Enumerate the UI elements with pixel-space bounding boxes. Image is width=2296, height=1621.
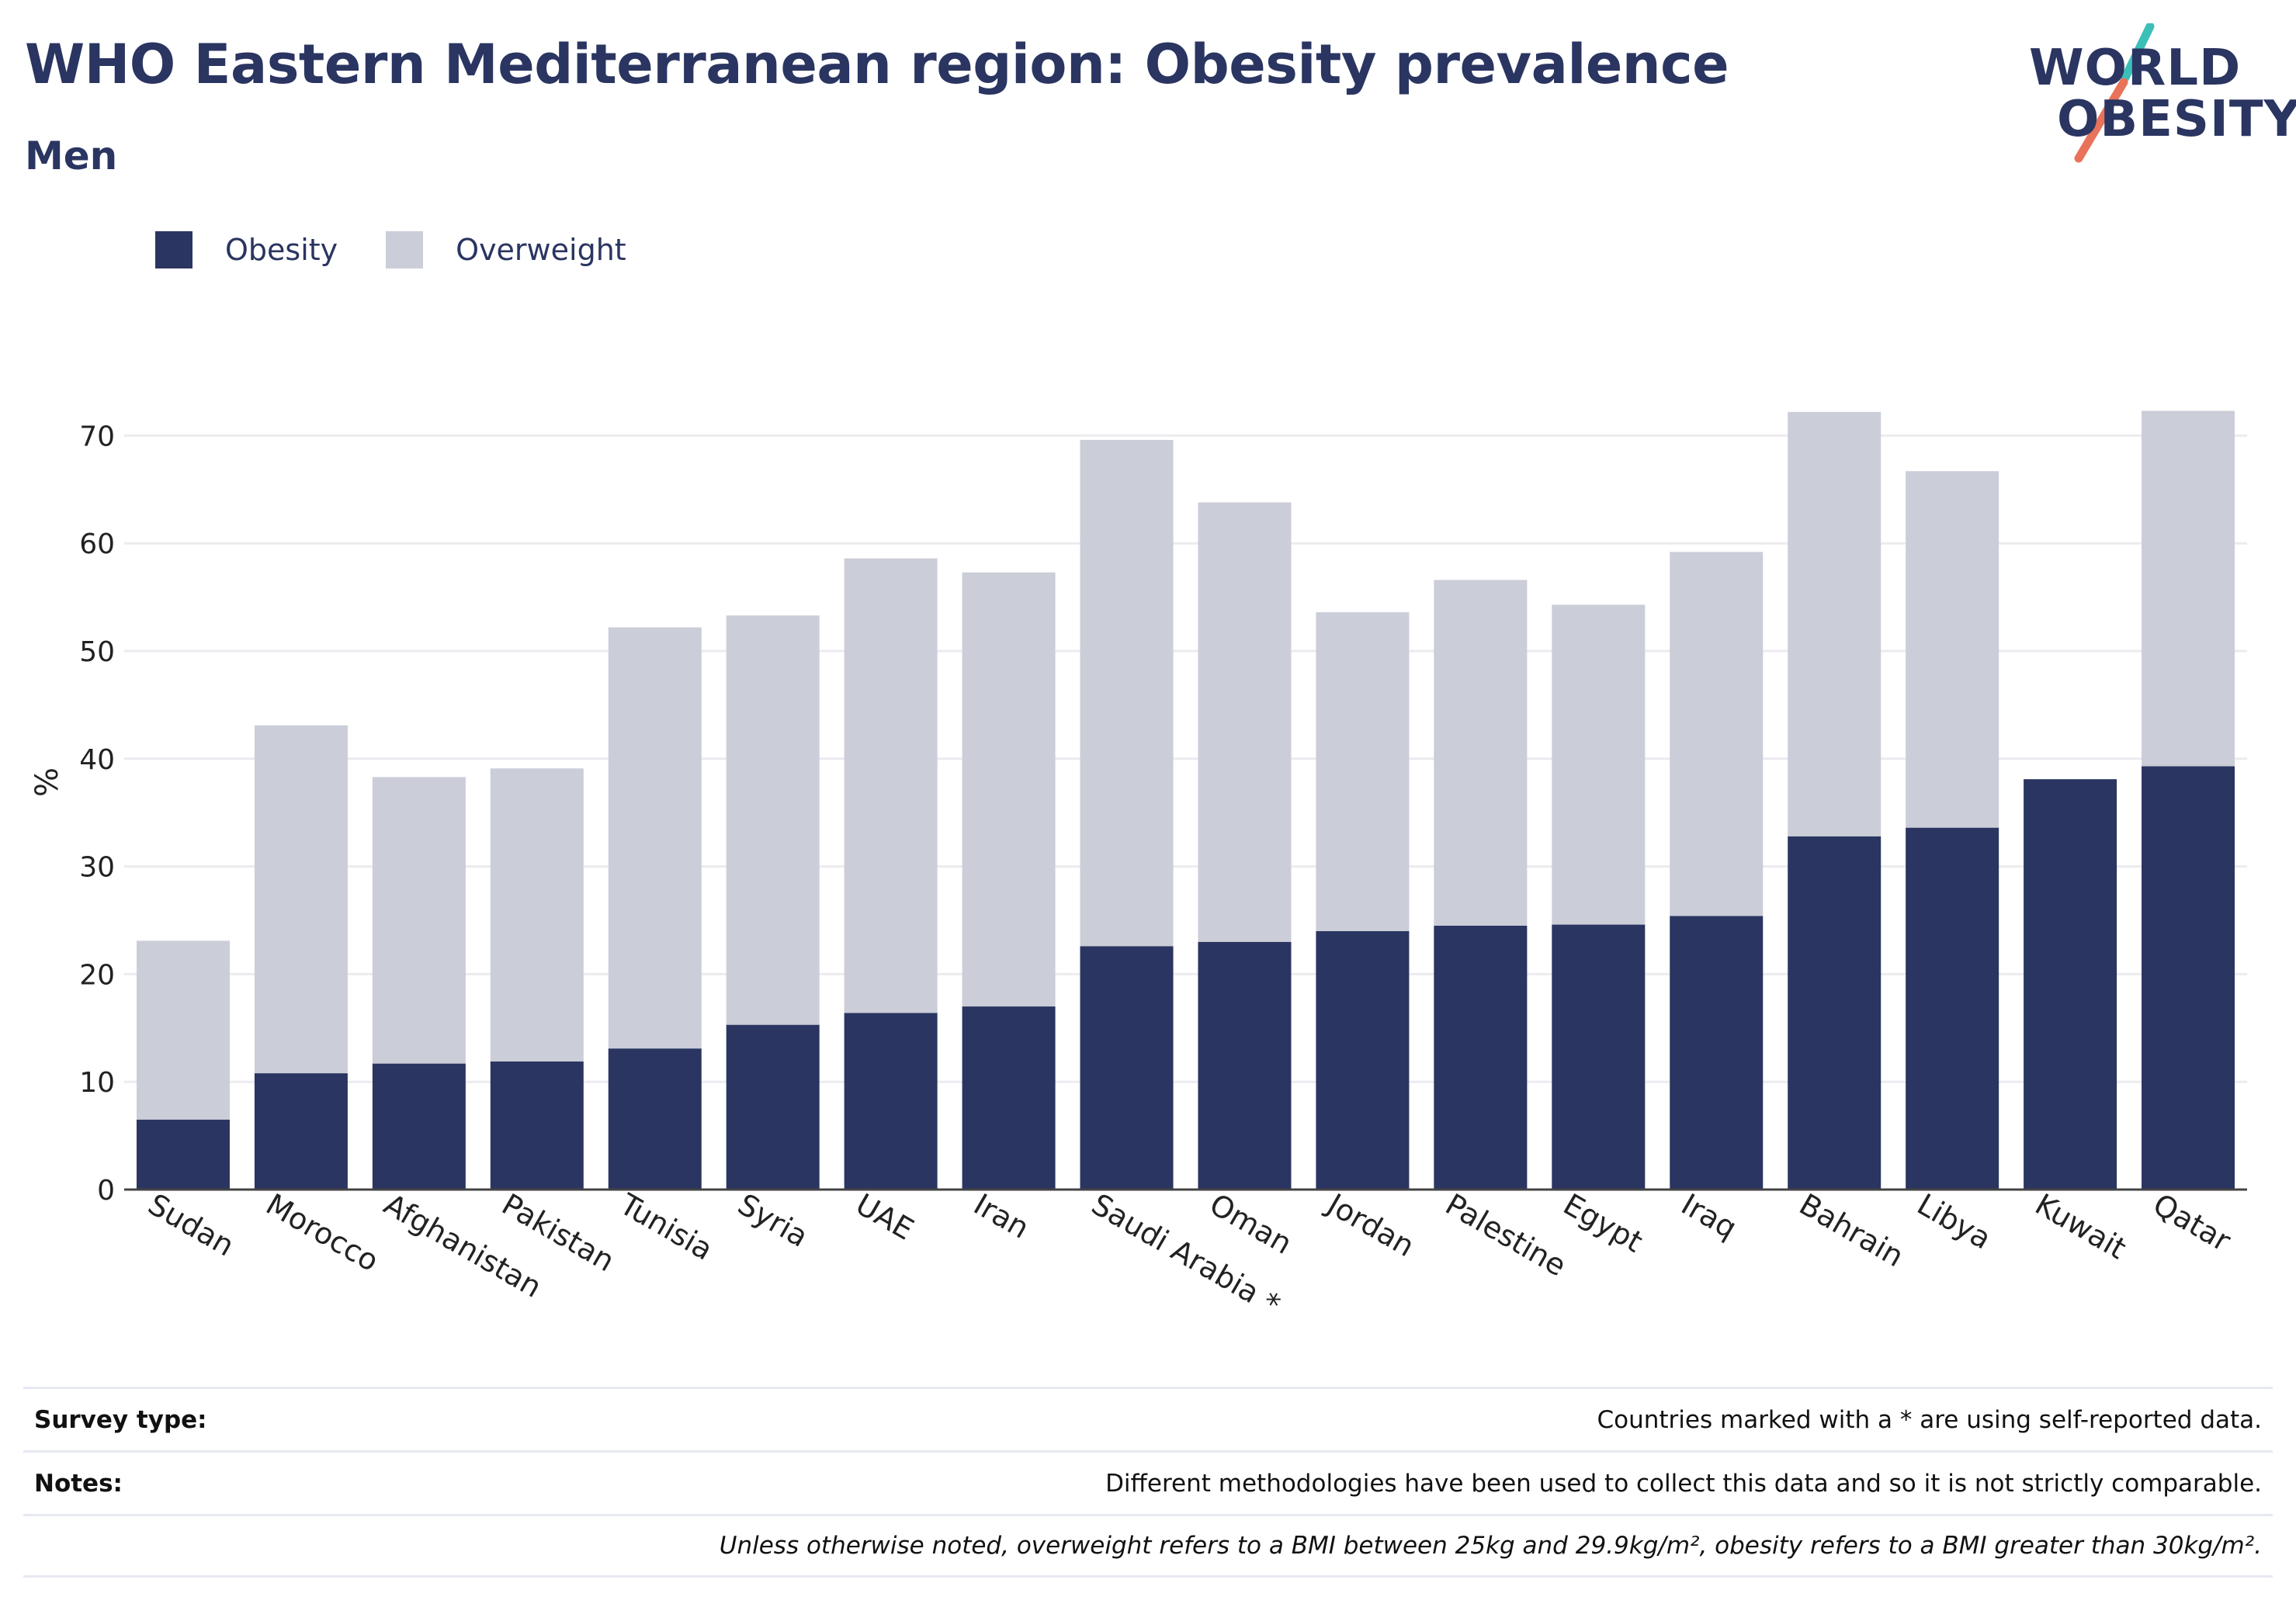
x-tick-label-11: Palestine bbox=[1440, 1187, 1572, 1283]
bar-obesity-1 bbox=[254, 1073, 348, 1190]
bar-overweight-17 bbox=[2142, 410, 2235, 767]
bar-obesity-17 bbox=[2142, 766, 2235, 1190]
survey-type-text: Countries marked with a * are using self… bbox=[1597, 1405, 2263, 1434]
bar-obesity-16 bbox=[2024, 779, 2117, 1190]
x-tick-label-10: Jordan bbox=[1320, 1186, 1420, 1264]
logo-word-world: WORLD bbox=[2029, 40, 2242, 97]
y-tick-label-70: 70 bbox=[79, 421, 115, 452]
y-tick-label-30: 30 bbox=[79, 852, 115, 884]
x-tick-label-16: Kuwait bbox=[2030, 1187, 2132, 1266]
bar-overweight-7 bbox=[962, 572, 1056, 1007]
bar-obesity-5 bbox=[726, 1024, 820, 1190]
bar-obesity-2 bbox=[372, 1063, 466, 1190]
chart-legend: Obesity Overweight bbox=[155, 231, 675, 268]
bar-overweight-14 bbox=[1788, 411, 1882, 836]
x-tick-label-14: Bahrain bbox=[1794, 1187, 1909, 1274]
legend-item-overweight: Overweight bbox=[386, 231, 626, 268]
bar-obesity-4 bbox=[608, 1048, 702, 1190]
x-tick-label-15: Libya bbox=[1912, 1187, 1997, 1256]
bar-overweight-4 bbox=[608, 627, 702, 1049]
bmi-definition-text: Unless otherwise noted, overweight refer… bbox=[719, 1532, 2262, 1560]
bar-overweight-12 bbox=[1552, 604, 1646, 925]
bar-overweight-15 bbox=[1906, 471, 1999, 828]
x-tick-label-0: Sudan bbox=[142, 1187, 240, 1263]
bar-obesity-0 bbox=[136, 1119, 230, 1190]
survey-type-label: Survey type: bbox=[34, 1405, 207, 1434]
bar-obesity-8 bbox=[1080, 946, 1174, 1190]
world-obesity-logo: WORLD OBESITY bbox=[2026, 23, 2296, 163]
x-tick-label-7: Iran bbox=[968, 1187, 1035, 1245]
bar-overweight-2 bbox=[372, 777, 466, 1064]
x-tick-label-13: Iraq bbox=[1676, 1187, 1743, 1245]
bar-obesity-13 bbox=[1670, 916, 1764, 1190]
bar-overweight-10 bbox=[1316, 612, 1410, 931]
bar-obesity-15 bbox=[1906, 827, 1999, 1190]
y-tick-label-0: 0 bbox=[97, 1175, 115, 1207]
bar-overweight-11 bbox=[1434, 580, 1528, 926]
x-tick-label-5: Syria bbox=[732, 1187, 813, 1254]
bar-overweight-8 bbox=[1080, 439, 1174, 947]
y-tick-label-40: 40 bbox=[79, 744, 115, 776]
bar-overweight-9 bbox=[1198, 502, 1292, 942]
y-tick-label-50: 50 bbox=[79, 636, 115, 668]
bar-overweight-6 bbox=[844, 558, 938, 1013]
notes-text: Different methodologies have been used t… bbox=[1105, 1469, 2262, 1498]
bar-obesity-3 bbox=[490, 1061, 584, 1190]
bar-overweight-5 bbox=[726, 615, 820, 1025]
legend-swatch-overweight bbox=[386, 231, 424, 268]
note-row-definition: Unless otherwise noted, overweight refer… bbox=[23, 1514, 2273, 1578]
logo-word-obesity: OBESITY bbox=[2057, 91, 2296, 148]
note-row-survey: Survey type: Countries marked with a * a… bbox=[23, 1387, 2273, 1450]
legend-label-overweight: Overweight bbox=[456, 233, 626, 267]
x-tick-label-1: Morocco bbox=[260, 1187, 384, 1279]
bar-obesity-7 bbox=[962, 1006, 1056, 1190]
bar-obesity-10 bbox=[1316, 930, 1410, 1190]
x-tick-label-12: Egypt bbox=[1558, 1187, 1649, 1259]
bar-overweight-1 bbox=[254, 725, 348, 1074]
legend-swatch-obesity bbox=[155, 231, 192, 268]
bar-obesity-12 bbox=[1552, 924, 1646, 1190]
y-tick-label-20: 20 bbox=[79, 959, 115, 991]
bar-overweight-0 bbox=[136, 940, 230, 1120]
x-tick-label-4: Tunisia bbox=[613, 1186, 718, 1267]
bar-obesity-9 bbox=[1198, 941, 1292, 1190]
chart-subtitle: Men bbox=[25, 133, 118, 178]
y-axis-label: % bbox=[29, 767, 65, 797]
bar-obesity-14 bbox=[1788, 836, 1882, 1190]
bar-obesity-11 bbox=[1434, 925, 1528, 1190]
legend-item-obesity: Obesity bbox=[155, 231, 338, 268]
chart-title: WHO Eastern Mediterranean region: Obesit… bbox=[25, 33, 1729, 96]
notes-label: Notes: bbox=[34, 1469, 123, 1498]
y-tick-label-10: 10 bbox=[79, 1067, 115, 1099]
note-row-notes: Notes: Different methodologies have been… bbox=[23, 1450, 2273, 1514]
x-tick-label-6: UAE bbox=[850, 1187, 919, 1247]
legend-label-obesity: Obesity bbox=[225, 233, 338, 267]
x-tick-label-17: Qatar bbox=[2148, 1187, 2237, 1259]
bar-overweight-3 bbox=[490, 768, 584, 1062]
x-tick-label-9: Oman bbox=[1204, 1187, 1298, 1261]
bar-overweight-13 bbox=[1670, 552, 1764, 916]
logo-slash-icon bbox=[2074, 23, 2155, 163]
bar-obesity-6 bbox=[844, 1013, 938, 1190]
notes-table: Survey type: Countries marked with a * a… bbox=[23, 1387, 2273, 1578]
y-tick-label-60: 60 bbox=[79, 528, 115, 560]
